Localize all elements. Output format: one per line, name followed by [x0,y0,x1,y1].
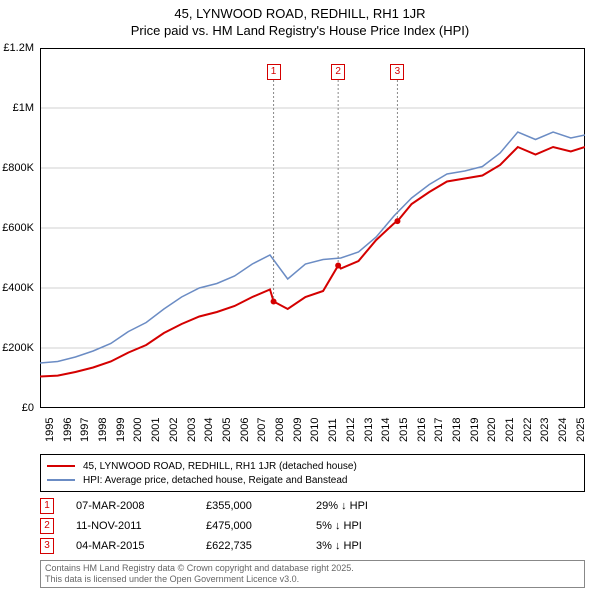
x-tick-label: 2002 [168,418,180,442]
x-tick-label: 1999 [115,418,127,442]
legend-swatch [47,479,75,481]
y-tick-label: £600K [2,222,34,234]
x-tick-label: 2022 [522,418,534,442]
legend-label: 45, LYNWOOD ROAD, REDHILL, RH1 1JR (deta… [83,461,357,472]
sale-price: £475,000 [206,520,316,532]
sale-price: £622,735 [206,540,316,552]
sale-row-marker: 1 [40,498,54,514]
sale-date: 04-MAR-2015 [76,540,206,552]
x-tick-label: 2011 [327,418,339,442]
x-tick-label: 2020 [486,418,498,442]
y-tick-label: £800K [2,162,34,174]
x-tick-label: 2014 [380,418,392,442]
x-tick-label: 2018 [451,418,463,442]
x-tick-label: 2023 [539,418,551,442]
x-tick-label: 2003 [186,418,198,442]
y-axis-labels: £0£200K£400K£600K£800K£1M£1.2M [0,48,38,408]
chart-container: 45, LYNWOOD ROAD, REDHILL, RH1 1JR Price… [0,0,600,590]
x-tick-label: 2024 [557,418,569,442]
legend-swatch [47,465,75,467]
sale-row-marker: 2 [40,518,54,534]
x-tick-label: 2009 [292,418,304,442]
y-tick-label: £1.2M [3,42,34,54]
y-tick-label: £0 [22,402,34,414]
sale-hpi-diff: 3% ↓ HPI [316,540,426,552]
x-tick-label: 2005 [221,418,233,442]
sales-table: 1 07-MAR-2008£355,00029% ↓ HPI 2 11-NOV-201… [40,496,585,556]
x-tick-label: 1995 [44,418,56,442]
x-tick-label: 1997 [79,418,91,442]
sale-row: 2 11-NOV-2011£475,0005% ↓ HPI [40,516,585,536]
sale-row: 3 04-MAR-2015£622,7353% ↓ HPI [40,536,585,556]
x-tick-label: 1996 [62,418,74,442]
sale-row-marker: 3 [40,538,54,554]
x-tick-label: 2004 [203,418,215,442]
x-tick-label: 2010 [309,418,321,442]
y-tick-label: £1M [13,102,34,114]
x-tick-label: 2008 [274,418,286,442]
x-tick-label: 2000 [132,418,144,442]
sale-hpi-diff: 5% ↓ HPI [316,520,426,532]
title-address: 45, LYNWOOD ROAD, REDHILL, RH1 1JR [0,6,600,21]
x-tick-label: 2019 [469,418,481,442]
chart-svg [40,48,585,408]
legend: 45, LYNWOOD ROAD, REDHILL, RH1 1JR (deta… [40,454,585,492]
y-tick-label: £200K [2,342,34,354]
x-tick-label: 2021 [504,418,516,442]
sale-row: 1 07-MAR-2008£355,00029% ↓ HPI [40,496,585,516]
sale-date: 07-MAR-2008 [76,500,206,512]
sale-date: 11-NOV-2011 [76,520,206,532]
x-tick-label: 1998 [97,418,109,442]
sale-price: £355,000 [206,500,316,512]
x-tick-label: 2007 [256,418,268,442]
x-tick-label: 2015 [398,418,410,442]
sale-hpi-diff: 29% ↓ HPI [316,500,426,512]
x-tick-label: 2025 [575,418,587,442]
footer-line-1: Contains HM Land Registry data © Crown c… [45,563,580,574]
x-axis-labels: 1995 1996 1997 1998 1999 2000 2001 2002 2003 2004… [40,410,585,450]
sale-marker-box: 2 [331,64,345,80]
y-tick-label: £400K [2,282,34,294]
x-tick-label: 2013 [363,418,375,442]
title-block: 45, LYNWOOD ROAD, REDHILL, RH1 1JR Price… [0,0,600,38]
legend-item: HPI: Average price, detached house, Reig… [47,473,578,487]
sale-marker-box: 1 [267,64,281,80]
x-tick-label: 2001 [150,418,162,442]
title-subtitle: Price paid vs. HM Land Registry's House … [0,23,600,38]
legend-item: 45, LYNWOOD ROAD, REDHILL, RH1 1JR (deta… [47,459,578,473]
footer-attribution: Contains HM Land Registry data © Crown c… [40,560,585,588]
footer-line-2: This data is licensed under the Open Gov… [45,574,580,585]
legend-label: HPI: Average price, detached house, Reig… [83,475,347,486]
plot-area: 1 2 3 [40,48,585,408]
x-tick-label: 2006 [239,418,251,442]
sale-marker-box: 3 [390,64,404,80]
x-tick-label: 2017 [433,418,445,442]
x-tick-label: 2012 [345,418,357,442]
x-tick-label: 2016 [416,418,428,442]
